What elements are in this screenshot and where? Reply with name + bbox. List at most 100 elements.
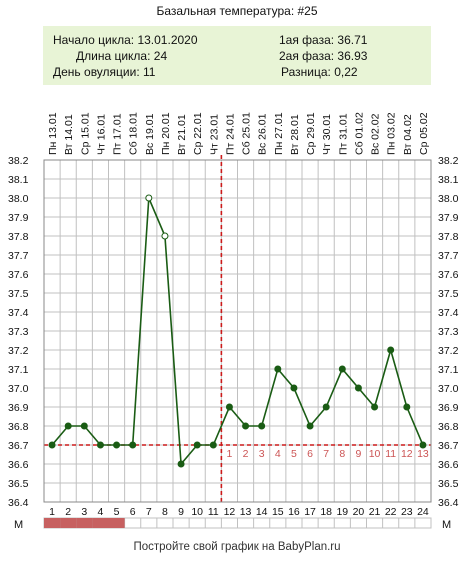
temperature-point	[403, 403, 411, 411]
cycle-length-text: Длина цикла: 24	[76, 49, 168, 63]
y-tick-label-left: 37.3	[8, 326, 29, 338]
x-tick-label: 4	[98, 506, 104, 518]
date-label: Ср 29.01	[305, 112, 317, 155]
temperature-point	[48, 441, 56, 449]
date-label: Чт 30.01	[321, 114, 333, 155]
menstruation-cell	[108, 518, 125, 528]
y-tick-label-right: 38.1	[438, 174, 459, 186]
date-label: Сб 18.01	[128, 112, 140, 155]
phase2-day-number: 13	[417, 448, 429, 460]
date-label: Вс 19.01	[144, 113, 156, 155]
x-tick-label: 13	[240, 506, 252, 518]
phase2-day-number: 2	[243, 448, 249, 460]
temperature-point	[161, 232, 169, 240]
x-tick-label: 23	[401, 506, 413, 518]
x-tick-label: 21	[369, 506, 381, 518]
temperature-point	[322, 403, 330, 411]
x-tick-label: 12	[224, 506, 236, 518]
date-label: Чт 16.01	[95, 114, 107, 155]
x-tick-label: 14	[256, 506, 268, 518]
temperature-point	[274, 365, 282, 373]
y-tick-label-left: 37.4	[8, 307, 29, 319]
phase2-day-number: 4	[275, 448, 281, 460]
x-tick-label: 20	[353, 506, 365, 518]
x-tick-label: 16	[288, 506, 300, 518]
date-label: Вс 02.02	[370, 113, 382, 155]
date-label: Пт 17.01	[112, 113, 124, 155]
y-tick-label-left: 36.4	[8, 497, 29, 509]
footer-link[interactable]: Постройте свой график на BabyPlan.ru	[133, 541, 341, 553]
date-label: Пт 31.01	[337, 113, 349, 155]
y-tick-label-right: 37.5	[438, 288, 459, 300]
temperature-point	[80, 422, 88, 430]
y-tick-label-right: 36.5	[438, 478, 459, 490]
date-label: Вт 14.01	[63, 114, 75, 155]
phase2-day-number: 9	[356, 448, 362, 460]
temperature-point	[371, 403, 379, 411]
phase2-day-number: 7	[323, 448, 329, 460]
date-label: Вт 04.02	[402, 114, 414, 155]
y-tick-label-right: 36.6	[438, 459, 459, 471]
menstruation-cell	[60, 518, 77, 528]
x-tick-label: 9	[178, 506, 184, 518]
y-tick-label-left: 36.9	[8, 402, 29, 414]
temperature-point	[306, 422, 314, 430]
y-tick-label-right: 37.8	[438, 231, 459, 243]
menstruation-cell	[92, 518, 109, 528]
x-tick-label: 6	[130, 506, 136, 518]
temperature-point	[193, 441, 201, 449]
temperature-point	[290, 384, 298, 392]
y-tick-label-left: 38.2	[8, 155, 29, 167]
plot-border	[43, 159, 432, 503]
date-label: Пт 24.01	[224, 113, 236, 155]
y-tick-label-right: 37.6	[438, 269, 459, 281]
bbt-chart: 38.2 38.2 38.1 38.1 38.0 38.0 37.9 37.9 37.8 37.8…	[8, 112, 459, 529]
phase2-day-number: 6	[307, 448, 313, 460]
y-tick-label-right: 37.9	[438, 212, 459, 224]
temperature-point	[419, 441, 427, 449]
y-tick-label-left: 38.0	[8, 193, 29, 205]
x-tick-label: 7	[146, 506, 152, 518]
x-tick-label: 17	[304, 506, 316, 518]
date-label: Ср 15.01	[79, 112, 91, 155]
temperature-point	[354, 384, 362, 392]
date-label: Чт 23.01	[208, 114, 220, 155]
y-tick-label-left: 37.9	[8, 212, 29, 224]
chart-title: Базальная температура: #25	[156, 4, 318, 18]
y-tick-label-right: 37.3	[438, 326, 459, 338]
y-tick-label-right: 37.2	[438, 345, 459, 357]
y-tick-label-right: 38.2	[438, 155, 459, 167]
y-tick-label-right: 38.0	[438, 193, 459, 205]
temperature-point	[225, 403, 233, 411]
y-tick-label-left: 37.2	[8, 345, 29, 357]
y-tick-label-right: 36.4	[438, 497, 459, 509]
y-tick-label-right: 36.9	[438, 402, 459, 414]
phase2-day-number: 1	[227, 448, 233, 460]
x-tick-label: 19	[336, 506, 348, 518]
x-tick-label: 15	[272, 506, 284, 518]
phase2-day-number: 8	[339, 448, 345, 460]
temperature-point	[96, 441, 104, 449]
temperature-point	[113, 441, 121, 449]
temperature-point	[64, 422, 72, 430]
cycle-start-text: Начало цикла: 13.01.2020	[53, 33, 198, 47]
y-tick-label-right: 37.1	[438, 364, 459, 376]
temperature-point	[258, 422, 266, 430]
y-tick-label-left: 37.0	[8, 383, 29, 395]
phase2-day-number: 10	[369, 448, 381, 460]
y-tick-label-right: 36.8	[438, 421, 459, 433]
y-tick-label-left: 38.1	[8, 174, 29, 186]
x-tick-label: 18	[320, 506, 332, 518]
y-tick-label-right: 37.7	[438, 250, 459, 262]
y-tick-label-left: 36.6	[8, 459, 29, 471]
y-tick-label-right: 37.4	[438, 307, 459, 319]
date-label: Сб 01.02	[353, 112, 365, 155]
temperature-point	[242, 422, 250, 430]
cycle-info-panel: Начало цикла: 13.01.2020 Длина цикла: 24…	[43, 26, 431, 85]
phase1-text: 1ая фаза: 36.71	[279, 33, 368, 47]
phase2-day-number: 5	[291, 448, 297, 460]
temperature-point	[209, 441, 217, 449]
phase2-day-number: 11	[385, 448, 396, 460]
temperature-point	[177, 460, 185, 468]
